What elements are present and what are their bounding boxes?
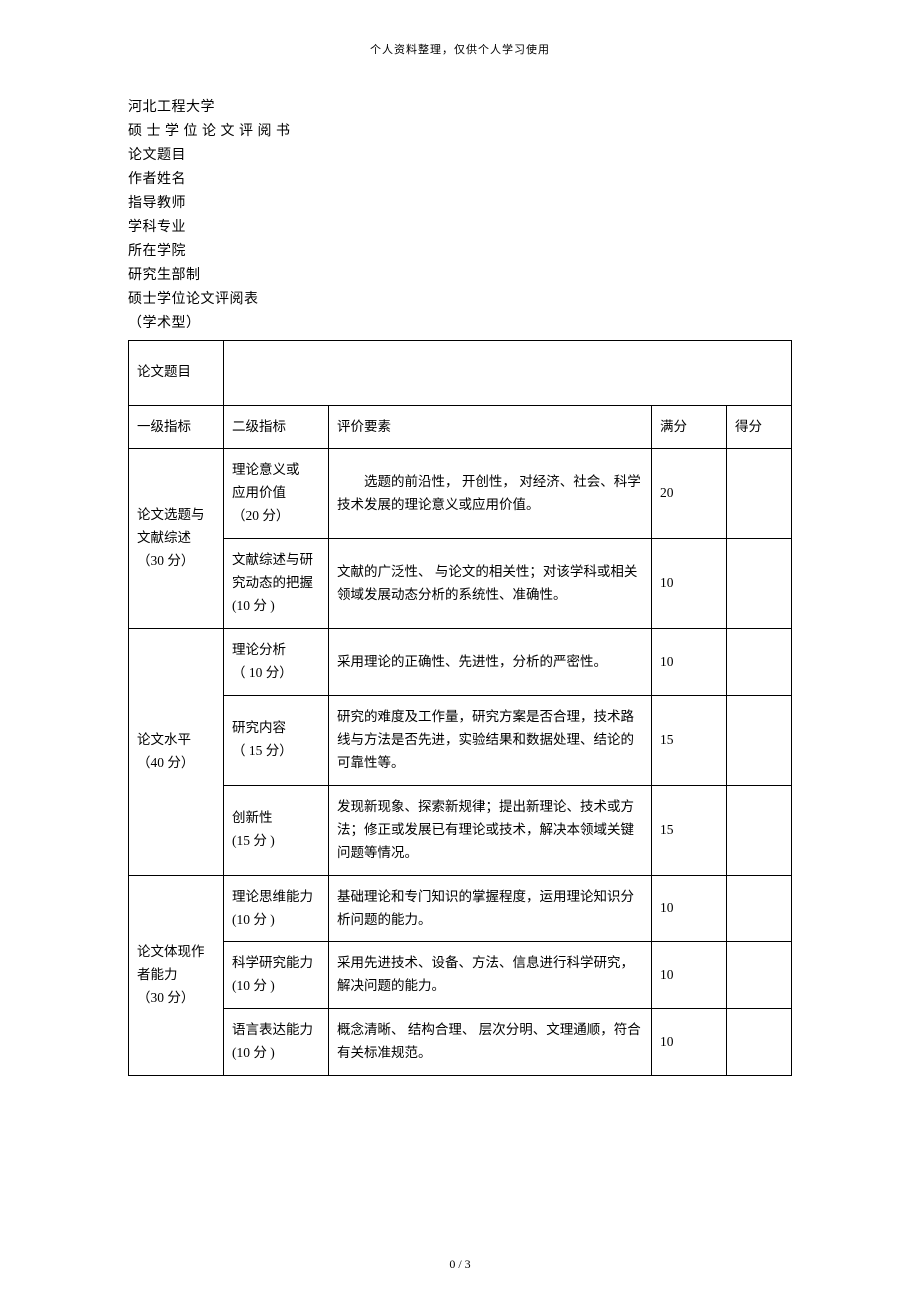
eval-cell: 文献的广泛性、 与论文的相关性；对该学科或相关领域发展动态分析的系统性、准确性。 xyxy=(329,539,652,629)
thesis-title-cell-label: 论文题目 xyxy=(129,340,224,405)
table-row: 论文选题与文献综述（30 分）理论意义或应用价值（20 分）选题的前沿性， 开创… xyxy=(129,449,792,539)
score-cell[interactable] xyxy=(727,695,792,785)
advisor-label: 指导教师 xyxy=(128,193,792,214)
level2-cell: 理论思维能力(10 分 ) xyxy=(224,875,329,942)
table-row: 语言表达能力(10 分 )概念清晰、 结构合理、 层次分明、文理通顺，符合有关标… xyxy=(129,1009,792,1076)
university-name: 河北工程大学 xyxy=(128,97,792,118)
level2-cell: 理论意义或应用价值（20 分） xyxy=(224,449,329,539)
level1-cell: 论文选题与文献综述（30 分） xyxy=(129,449,224,629)
fullscore-cell: 20 xyxy=(652,449,727,539)
level1-cell: 论文体现作者能力（30 分） xyxy=(129,875,224,1076)
eval-cell: 研究的难度及工作量，研究方案是否合理，技术路线与方法是否先进，实验结果和数据处理… xyxy=(329,695,652,785)
score-cell[interactable] xyxy=(727,942,792,1009)
eval-cell: 基础理论和专门知识的掌握程度，运用理论知识分析问题的能力。 xyxy=(329,875,652,942)
eval-cell: 采用先进技术、设备、方法、信息进行科学研究，解决问题的能力。 xyxy=(329,942,652,1009)
eval-cell: 概念清晰、 结构合理、 层次分明、文理通顺，符合有关标准规范。 xyxy=(329,1009,652,1076)
header-score: 得分 xyxy=(727,405,792,449)
eval-cell: 采用理论的正确性、先进性，分析的严密性。 xyxy=(329,629,652,696)
score-cell[interactable] xyxy=(727,539,792,629)
level2-cell: 研究内容（ 15 分） xyxy=(224,695,329,785)
table-row: 论文体现作者能力（30 分）理论思维能力(10 分 )基础理论和专门知识的掌握程… xyxy=(129,875,792,942)
page-footer: 0 / 3 xyxy=(0,1255,920,1273)
score-cell[interactable] xyxy=(727,629,792,696)
level2-cell: 创新性(15 分 ) xyxy=(224,785,329,875)
page: 个人资料整理，仅供个人学习使用 河北工程大学 硕 士 学 位 论 文 评 阅 书… xyxy=(0,0,920,1303)
score-cell[interactable] xyxy=(727,449,792,539)
evaluation-table-wrap: 论文题目 一级指标 二级指标 评价要素 满分 得分 论文选题与文献综述（30 分… xyxy=(128,340,792,1077)
thesis-title-label: 论文题目 xyxy=(128,145,792,166)
table-body: 论文选题与文献综述（30 分）理论意义或应用价值（20 分）选题的前沿性， 开创… xyxy=(129,449,792,1076)
fullscore-cell: 10 xyxy=(652,1009,727,1076)
thesis-title-cell-value xyxy=(224,340,792,405)
level2-cell: 科学研究能力(10 分 ) xyxy=(224,942,329,1009)
major-label: 学科专业 xyxy=(128,217,792,238)
eval-cell: 发现新现象、探索新规律；提出新理论、技术或方法；修正或发展已有理论或技术，解决本… xyxy=(329,785,652,875)
author-label: 作者姓名 xyxy=(128,169,792,190)
fullscore-cell: 10 xyxy=(652,942,727,1009)
document-type: 硕 士 学 位 论 文 评 阅 书 xyxy=(128,121,792,142)
evaluation-table: 论文题目 一级指标 二级指标 评价要素 满分 得分 论文选题与文献综述（30 分… xyxy=(128,340,792,1077)
table-title: 硕士学位论文评阅表 xyxy=(128,289,792,310)
table-row: 文献综述与研究动态的把握(10 分 )文献的广泛性、 与论文的相关性；对该学科或… xyxy=(129,539,792,629)
table-row: 科学研究能力(10 分 )采用先进技术、设备、方法、信息进行科学研究，解决问题的… xyxy=(129,942,792,1009)
made-by: 研究生部制 xyxy=(128,265,792,286)
score-cell[interactable] xyxy=(727,875,792,942)
header-note: 个人资料整理，仅供个人学习使用 xyxy=(128,42,792,59)
table-row: 创新性(15 分 )发现新现象、探索新规律；提出新理论、技术或方法；修正或发展已… xyxy=(129,785,792,875)
eval-cell: 选题的前沿性， 开创性， 对经济、社会、科学技术发展的理论意义或应用价值。 xyxy=(329,449,652,539)
score-cell[interactable] xyxy=(727,785,792,875)
fullscore-cell: 10 xyxy=(652,629,727,696)
fullscore-cell: 15 xyxy=(652,695,727,785)
header-l2: 二级指标 xyxy=(224,405,329,449)
table-header-row: 一级指标 二级指标 评价要素 满分 得分 xyxy=(129,405,792,449)
level2-cell: 文献综述与研究动态的把握(10 分 ) xyxy=(224,539,329,629)
table-row: 论文水平（40 分）理论分析（ 10 分）采用理论的正确性、先进性，分析的严密性… xyxy=(129,629,792,696)
table-title-row: 论文题目 xyxy=(129,340,792,405)
header-full: 满分 xyxy=(652,405,727,449)
table-row: 研究内容（ 15 分）研究的难度及工作量，研究方案是否合理，技术路线与方法是否先… xyxy=(129,695,792,785)
level1-cell: 论文水平（40 分） xyxy=(129,629,224,876)
level2-cell: 理论分析（ 10 分） xyxy=(224,629,329,696)
fullscore-cell: 10 xyxy=(652,875,727,942)
level2-cell: 语言表达能力(10 分 ) xyxy=(224,1009,329,1076)
school-label: 所在学院 xyxy=(128,241,792,262)
type-note: （学术型） xyxy=(128,313,792,334)
fullscore-cell: 15 xyxy=(652,785,727,875)
header-l1: 一级指标 xyxy=(129,405,224,449)
header-eval: 评价要素 xyxy=(329,405,652,449)
fullscore-cell: 10 xyxy=(652,539,727,629)
score-cell[interactable] xyxy=(727,1009,792,1076)
